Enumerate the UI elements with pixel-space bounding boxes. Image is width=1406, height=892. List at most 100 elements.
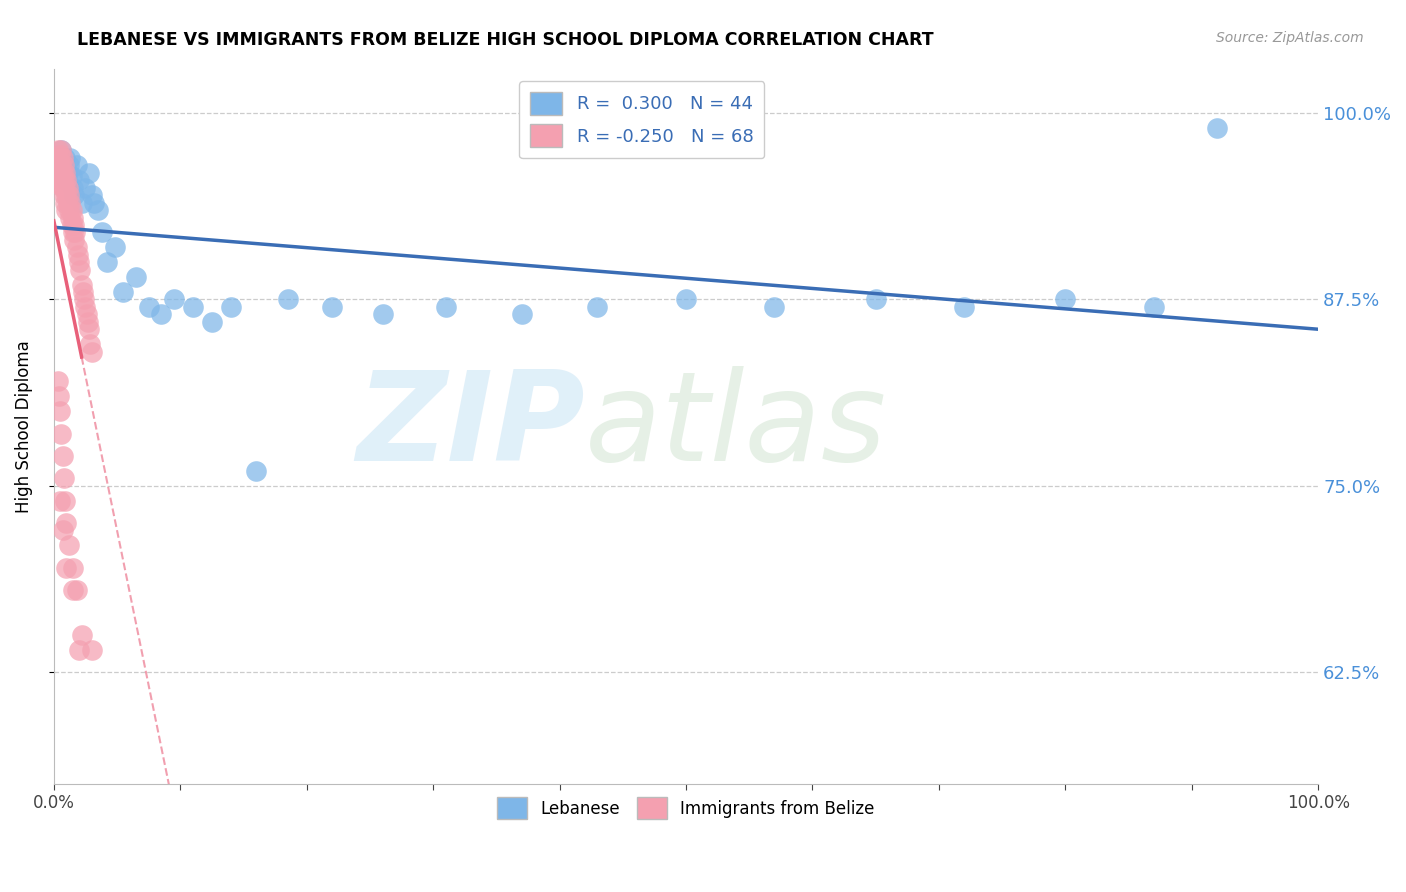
Point bbox=[52, 166, 75, 180]
Point bbox=[67, 642, 90, 657]
Point bbox=[65, 582, 87, 597]
Legend: Lebanese, Immigrants from Belize: Lebanese, Immigrants from Belize bbox=[491, 790, 882, 825]
Point bbox=[1206, 121, 1229, 136]
Point bbox=[76, 307, 98, 321]
Point bbox=[52, 166, 75, 180]
Point bbox=[87, 203, 110, 218]
Text: ZIP: ZIP bbox=[356, 366, 585, 487]
Point bbox=[77, 322, 100, 336]
Point bbox=[55, 188, 77, 202]
Text: LEBANESE VS IMMIGRANTS FROM BELIZE HIGH SCHOOL DIPLOMA CORRELATION CHART: LEBANESE VS IMMIGRANTS FROM BELIZE HIGH … bbox=[77, 31, 934, 49]
Point bbox=[65, 158, 87, 172]
Point bbox=[52, 151, 75, 165]
Point bbox=[46, 158, 69, 172]
Point bbox=[49, 404, 72, 418]
Point bbox=[125, 270, 148, 285]
Point bbox=[67, 173, 90, 187]
Point bbox=[52, 471, 75, 485]
Point bbox=[219, 300, 242, 314]
Point bbox=[51, 144, 73, 158]
Point bbox=[59, 151, 82, 165]
Point bbox=[75, 300, 97, 314]
Point bbox=[75, 180, 97, 194]
Point bbox=[80, 344, 103, 359]
Point bbox=[48, 169, 70, 183]
Point bbox=[55, 173, 77, 187]
Point bbox=[51, 144, 73, 158]
Point bbox=[163, 293, 186, 307]
Point bbox=[58, 203, 80, 218]
Point bbox=[56, 180, 79, 194]
Point bbox=[62, 226, 84, 240]
Point bbox=[1143, 300, 1166, 314]
Point bbox=[52, 173, 75, 187]
Point bbox=[55, 173, 77, 187]
Point bbox=[45, 151, 67, 165]
Point bbox=[83, 195, 105, 210]
Point bbox=[52, 158, 75, 172]
Point bbox=[96, 255, 118, 269]
Point bbox=[48, 153, 70, 168]
Point bbox=[245, 464, 267, 478]
Point bbox=[53, 493, 76, 508]
Point bbox=[70, 277, 93, 292]
Point bbox=[49, 148, 72, 162]
Point bbox=[80, 188, 103, 202]
Point bbox=[65, 226, 87, 240]
Point bbox=[59, 195, 82, 210]
Point bbox=[49, 162, 72, 177]
Point bbox=[60, 203, 83, 218]
Point bbox=[70, 195, 93, 210]
Point bbox=[77, 166, 100, 180]
Point bbox=[53, 151, 76, 165]
Point bbox=[72, 285, 94, 299]
Point bbox=[55, 560, 77, 574]
Point bbox=[51, 173, 73, 187]
Point bbox=[90, 226, 112, 240]
Point bbox=[66, 248, 89, 262]
Point bbox=[953, 300, 976, 314]
Point bbox=[434, 300, 457, 314]
Point bbox=[53, 180, 76, 194]
Point bbox=[45, 166, 67, 180]
Point bbox=[53, 195, 76, 210]
Point bbox=[51, 158, 73, 172]
Point bbox=[55, 516, 77, 530]
Point bbox=[67, 255, 90, 269]
Point bbox=[52, 180, 75, 194]
Point bbox=[53, 166, 76, 180]
Point bbox=[52, 188, 75, 202]
Point bbox=[55, 203, 77, 218]
Point bbox=[60, 169, 83, 183]
Point bbox=[586, 300, 609, 314]
Y-axis label: High School Diploma: High School Diploma bbox=[15, 340, 32, 513]
Point bbox=[58, 188, 80, 202]
Point bbox=[65, 240, 87, 254]
Point bbox=[79, 337, 101, 351]
Point bbox=[59, 211, 82, 225]
Point bbox=[46, 144, 69, 158]
Point bbox=[62, 582, 84, 597]
Point bbox=[62, 180, 84, 194]
Point bbox=[63, 233, 86, 247]
Point bbox=[63, 218, 86, 232]
Point bbox=[70, 628, 93, 642]
Point bbox=[150, 307, 173, 321]
Point bbox=[181, 300, 204, 314]
Text: atlas: atlas bbox=[585, 366, 887, 487]
Point bbox=[675, 293, 697, 307]
Point bbox=[865, 293, 887, 307]
Point bbox=[371, 307, 394, 321]
Point bbox=[763, 300, 786, 314]
Point bbox=[49, 178, 72, 192]
Point bbox=[48, 158, 70, 172]
Point bbox=[51, 426, 73, 441]
Point bbox=[56, 195, 79, 210]
Point bbox=[56, 166, 79, 180]
Point bbox=[80, 642, 103, 657]
Text: Source: ZipAtlas.com: Source: ZipAtlas.com bbox=[1216, 31, 1364, 45]
Point bbox=[62, 560, 84, 574]
Point bbox=[58, 538, 80, 552]
Point bbox=[1054, 293, 1077, 307]
Point bbox=[510, 307, 533, 321]
